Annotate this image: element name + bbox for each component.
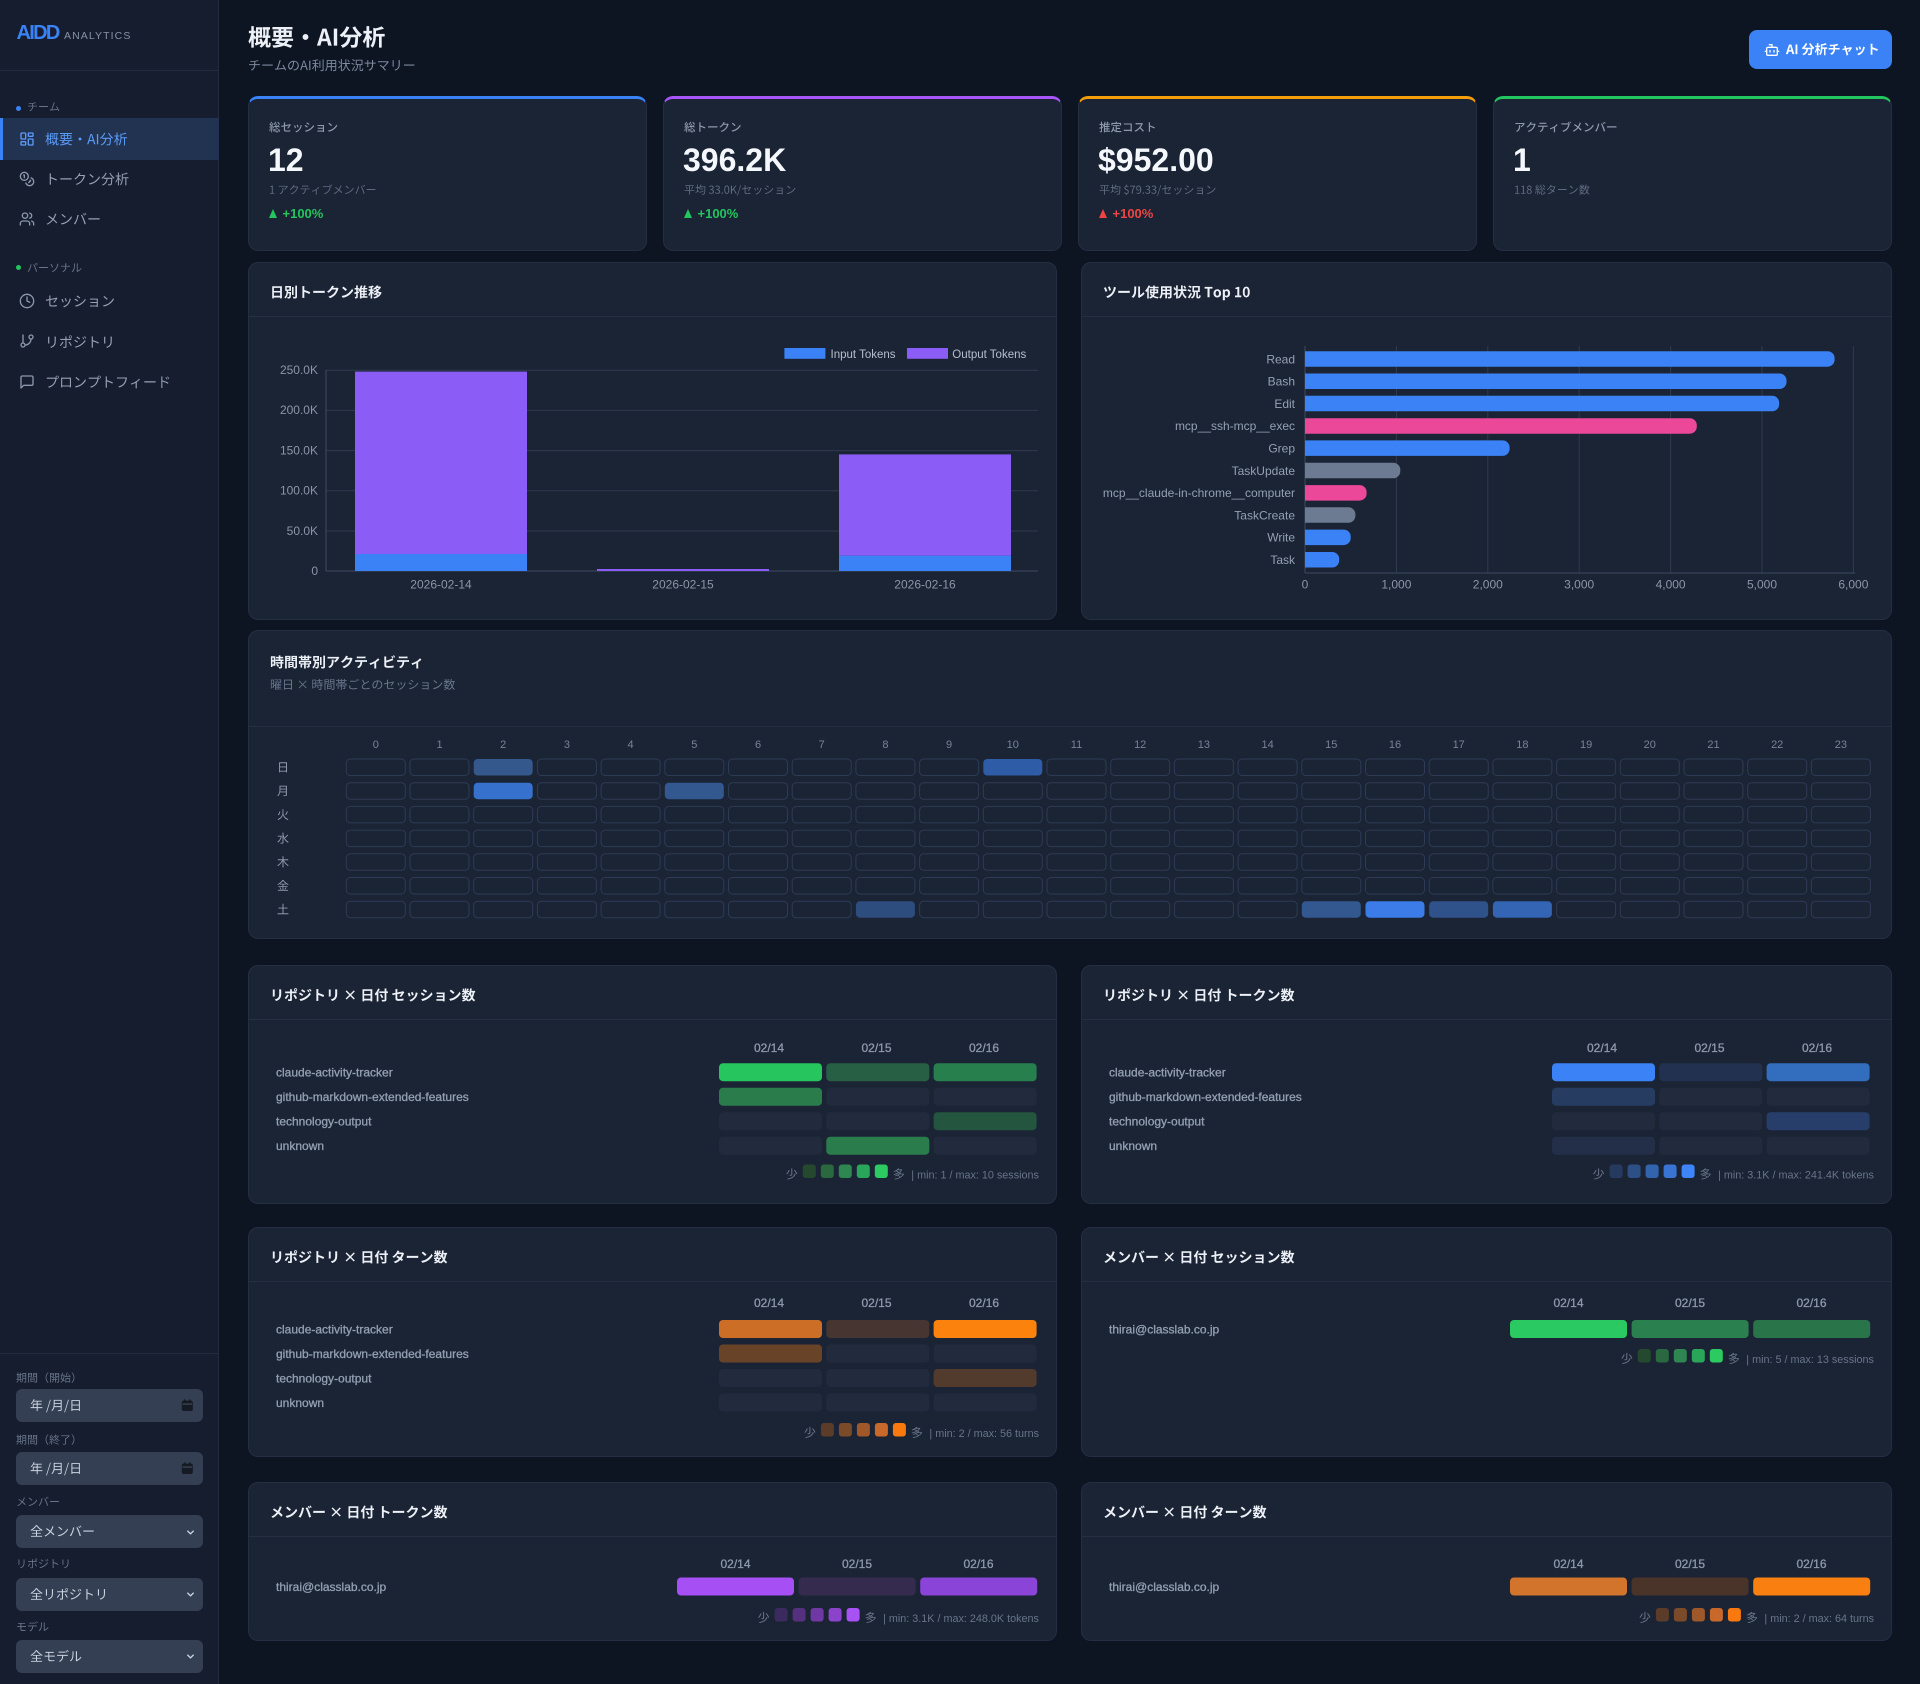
svg-text:0: 0 — [1302, 578, 1309, 592]
svg-text:4: 4 — [628, 739, 634, 751]
svg-text:3: 3 — [564, 739, 570, 751]
svg-text:Bash: Bash — [1268, 375, 1295, 389]
svg-text:16: 16 — [1389, 739, 1401, 751]
svg-text:thirai@classlab.co.jp: thirai@classlab.co.jp — [276, 1580, 387, 1594]
svg-text:Grep: Grep — [1268, 442, 1295, 456]
svg-text:200.0K: 200.0K — [280, 403, 318, 417]
svg-text:github-markdown-extended-featu: github-markdown-extended-features — [276, 1347, 469, 1361]
svg-text:02/15: 02/15 — [1694, 1041, 1724, 1055]
svg-text:19: 19 — [1580, 739, 1592, 751]
svg-text:13: 13 — [1198, 739, 1210, 751]
svg-text:250.0K: 250.0K — [280, 363, 318, 377]
svg-text:mcp__ssh-mcp__exec: mcp__ssh-mcp__exec — [1175, 419, 1295, 433]
svg-text:Write: Write — [1267, 531, 1295, 545]
svg-text:2: 2 — [500, 739, 506, 751]
svg-text:2026-02-14: 2026-02-14 — [410, 578, 472, 592]
svg-text:6,000: 6,000 — [1838, 578, 1868, 592]
svg-text:0: 0 — [311, 564, 318, 578]
svg-text:Output Tokens: Output Tokens — [952, 349, 1026, 361]
svg-text:5,000: 5,000 — [1747, 578, 1777, 592]
svg-text:Input Tokens: Input Tokens — [831, 349, 896, 361]
svg-text:| min: 5 / max: 13 sessions: | min: 5 / max: 13 sessions — [1746, 1354, 1874, 1366]
svg-text:1: 1 — [436, 739, 442, 751]
svg-text:claude-activity-tracker: claude-activity-tracker — [276, 1322, 393, 1336]
svg-text:thirai@classlab.co.jp: thirai@classlab.co.jp — [1109, 1322, 1220, 1336]
svg-text:claude-activity-tracker: claude-activity-tracker — [1109, 1066, 1226, 1080]
svg-text:| min: 1 / max: 10 sessions: | min: 1 / max: 10 sessions — [911, 1170, 1039, 1182]
svg-text:5: 5 — [691, 739, 697, 751]
svg-text:10: 10 — [1007, 739, 1019, 751]
svg-text:23: 23 — [1835, 739, 1847, 751]
svg-text:technology-output: technology-output — [1109, 1115, 1205, 1129]
svg-text:02/16: 02/16 — [969, 1041, 999, 1055]
svg-text:11: 11 — [1071, 739, 1082, 751]
svg-text:02/16: 02/16 — [969, 1296, 999, 1310]
svg-text:technology-output: technology-output — [276, 1115, 372, 1129]
svg-text:unknown: unknown — [276, 1396, 324, 1410]
svg-text:2026-02-16: 2026-02-16 — [894, 578, 956, 592]
svg-text:02/14: 02/14 — [1553, 1557, 1583, 1571]
svg-text:Task: Task — [1270, 553, 1296, 567]
svg-text:02/15: 02/15 — [842, 1557, 872, 1571]
svg-text:02/15: 02/15 — [1675, 1557, 1705, 1571]
svg-text:| min: 3.1K / max: 241.4K toke: | min: 3.1K / max: 241.4K tokens — [1718, 1170, 1874, 1182]
svg-text:02/15: 02/15 — [1675, 1296, 1705, 1310]
svg-text:technology-output: technology-output — [276, 1371, 372, 1385]
svg-text:21: 21 — [1707, 739, 1719, 751]
svg-text:1,000: 1,000 — [1381, 578, 1411, 592]
svg-text:7: 7 — [819, 739, 825, 751]
svg-text:02/16: 02/16 — [1802, 1041, 1832, 1055]
svg-text:02/16: 02/16 — [963, 1557, 993, 1571]
svg-text:unknown: unknown — [1109, 1139, 1157, 1153]
svg-text:02/15: 02/15 — [861, 1041, 891, 1055]
svg-text:| min: 3.1K / max: 248.0K toke: | min: 3.1K / max: 248.0K tokens — [883, 1613, 1039, 1625]
svg-text:12: 12 — [1134, 739, 1146, 751]
svg-text:| min: 2 / max: 56 turns: | min: 2 / max: 56 turns — [929, 1428, 1039, 1440]
svg-text:02/14: 02/14 — [754, 1041, 784, 1055]
svg-text:4,000: 4,000 — [1656, 578, 1686, 592]
svg-text:100.0K: 100.0K — [280, 484, 318, 498]
svg-text:02/16: 02/16 — [1796, 1296, 1826, 1310]
svg-text:02/15: 02/15 — [861, 1296, 891, 1310]
svg-text:02/16: 02/16 — [1796, 1557, 1826, 1571]
svg-text:| min: 2 / max: 64 turns: | min: 2 / max: 64 turns — [1764, 1613, 1874, 1625]
svg-text:claude-activity-tracker: claude-activity-tracker — [276, 1066, 393, 1080]
svg-text:unknown: unknown — [276, 1139, 324, 1153]
svg-text:02/14: 02/14 — [720, 1557, 750, 1571]
svg-text:github-markdown-extended-featu: github-markdown-extended-features — [276, 1090, 469, 1104]
svg-text:github-markdown-extended-featu: github-markdown-extended-features — [1109, 1090, 1302, 1104]
svg-text:20: 20 — [1644, 739, 1656, 751]
svg-text:02/14: 02/14 — [754, 1296, 784, 1310]
svg-text:Edit: Edit — [1274, 397, 1295, 411]
svg-text:18: 18 — [1516, 739, 1528, 751]
svg-text:15: 15 — [1325, 739, 1337, 751]
svg-text:14: 14 — [1261, 739, 1273, 751]
svg-text:2,000: 2,000 — [1473, 578, 1503, 592]
svg-text:TaskCreate: TaskCreate — [1234, 508, 1295, 522]
svg-text:02/14: 02/14 — [1553, 1296, 1583, 1310]
svg-text:22: 22 — [1771, 739, 1783, 751]
svg-text:2026-02-15: 2026-02-15 — [652, 578, 714, 592]
svg-text:8: 8 — [882, 739, 888, 751]
svg-text:0: 0 — [373, 739, 379, 751]
svg-text:17: 17 — [1453, 739, 1465, 751]
svg-text:02/14: 02/14 — [1587, 1041, 1617, 1055]
svg-text:6: 6 — [755, 739, 761, 751]
svg-text:9: 9 — [946, 739, 952, 751]
svg-text:Read: Read — [1266, 352, 1295, 366]
svg-text:50.0K: 50.0K — [287, 524, 318, 538]
svg-text:thirai@classlab.co.jp: thirai@classlab.co.jp — [1109, 1580, 1220, 1594]
svg-text:TaskUpdate: TaskUpdate — [1232, 464, 1296, 478]
svg-text:mcp__claude-in-chrome__compute: mcp__claude-in-chrome__computer — [1103, 486, 1295, 500]
svg-text:150.0K: 150.0K — [280, 443, 318, 457]
svg-text:3,000: 3,000 — [1564, 578, 1594, 592]
